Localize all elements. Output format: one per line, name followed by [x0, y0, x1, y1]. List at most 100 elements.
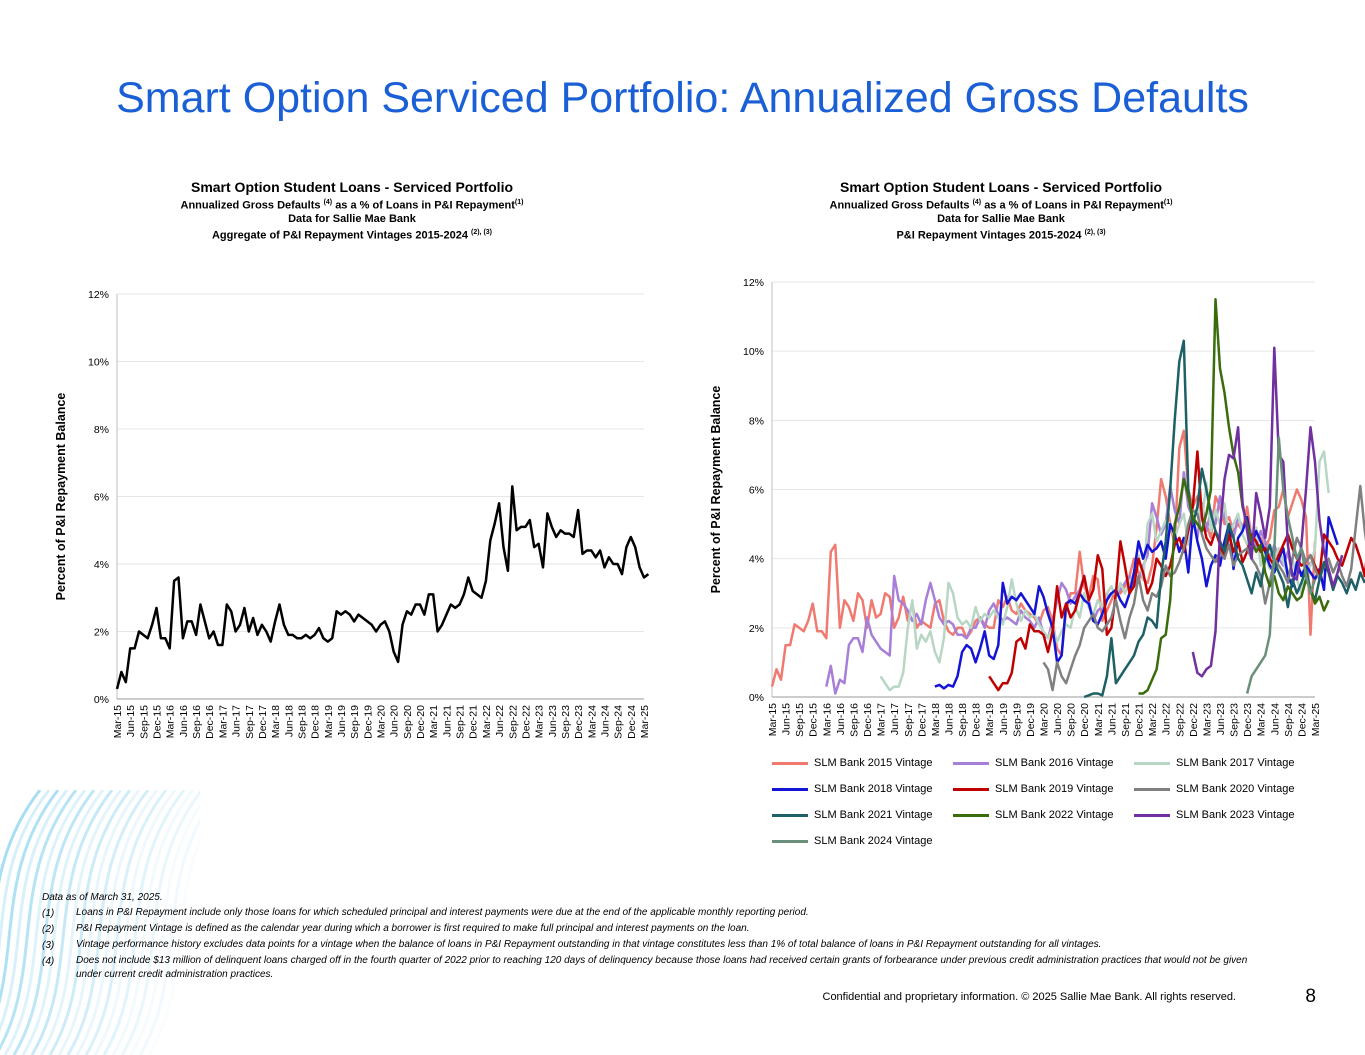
- wave-stroke: [129, 802, 200, 1055]
- footnote-number: (2): [42, 924, 55, 935]
- legend-item: SLM Bank 2018 Vintage: [772, 783, 932, 795]
- decorative-wave-pattern: [0, 790, 200, 1055]
- wave-stroke: [30, 790, 114, 1055]
- x-tick-label: Sep-18: [296, 705, 308, 739]
- y-tick-label: 6%: [749, 485, 764, 497]
- left-chart-line4-sup: (2), (3): [471, 228, 492, 236]
- y-tick-label: 12%: [743, 277, 764, 289]
- x-tick-label: Sep-24: [613, 705, 625, 739]
- x-tick-label: Dec-23: [1242, 703, 1254, 737]
- x-tick-label: Jun-19: [998, 703, 1010, 735]
- x-tick-label: Dec-22: [520, 705, 532, 739]
- right-chart-title: Smart Option Student Loans - Serviced Po…: [839, 179, 1163, 195]
- x-tick-label: Mar-25: [1310, 703, 1322, 736]
- x-tick-label: Jun-17: [231, 705, 243, 737]
- left-chart-line4-text: Aggregate of P&I Repayment Vintages 2015…: [211, 229, 468, 242]
- x-tick-label: Dec-16: [204, 705, 216, 739]
- legend-label: SLM Bank 2019 Vintage: [995, 783, 1114, 795]
- footnote-text: Vintage performance history excludes dat…: [76, 939, 1102, 950]
- notes-asof: Data as of March 31, 2025.: [42, 892, 163, 903]
- x-tick-label: Jun-18: [943, 703, 955, 735]
- series-line-slm-bank-2017-vintage: [879, 450, 1330, 692]
- wave-stroke: [21, 790, 105, 1055]
- wave-stroke: [102, 790, 186, 1055]
- footnote-text: Loans in P&I Repayment include only thos…: [76, 907, 809, 918]
- footnote-4: (4) Does not include $13 million of deli…: [42, 954, 1272, 982]
- wave-stroke: [75, 790, 159, 1055]
- legend-label: SLM Bank 2022 Vintage: [995, 809, 1114, 821]
- x-tick-label: Mar-22: [1147, 703, 1159, 736]
- confidentiality-footer: Confidential and proprietary information…: [822, 991, 1237, 1003]
- right-line-chart: 0% 2% 4% 6% 8% 10% 12% Mar-15 Jun-15 Sep-15 Dec-15…: [709, 277, 1365, 737]
- legend-item: SLM Bank 2017 Vintage: [1134, 757, 1294, 769]
- series-line-slm-bank-2024-vintage: [1245, 436, 1317, 694]
- wave-stroke: [138, 817, 200, 1055]
- x-tick-label: Jun-18: [283, 705, 295, 737]
- x-tick-label: Mar-16: [821, 703, 833, 736]
- x-tick-label: Mar-24: [586, 705, 598, 738]
- x-tick-label: Jun-22: [494, 705, 506, 737]
- y-tick-label: 12%: [88, 289, 109, 301]
- x-tick-label: Mar-16: [165, 705, 177, 738]
- right-chart-line4-text: P&I Repayment Vintages 2015-2024: [896, 229, 1082, 242]
- x-tick-label: Jun-19: [336, 705, 348, 737]
- x-tick-label: Jun-20: [389, 705, 401, 737]
- x-tick-label: Sep-17: [244, 705, 256, 739]
- left-chart-header: Smart Option Student Loans - Serviced Po…: [92, 179, 612, 242]
- legend-label: SLM Bank 2018 Vintage: [814, 783, 933, 795]
- wave-stroke: [93, 790, 177, 1055]
- legend-item: SLM Bank 2024 Vintage: [772, 835, 932, 847]
- x-tick-label: Jun-15: [125, 705, 137, 737]
- x-tick-label: Jun-20: [1052, 703, 1064, 735]
- legend-swatch: [772, 761, 808, 765]
- x-tick-label: Sep-18: [957, 703, 969, 737]
- x-tick-label: Sep-15: [794, 703, 806, 737]
- footnotes: Data as of March 31, 2025. (1) Loans in …: [42, 890, 1272, 982]
- right-chart-header: Smart Option Student Loans - Serviced Po…: [741, 179, 1261, 242]
- x-tick-label: Sep-22: [507, 705, 519, 739]
- legend-label: SLM Bank 2021 Vintage: [814, 809, 933, 821]
- x-tick-label: Sep-19: [349, 705, 361, 739]
- x-tick-label: Sep-21: [455, 705, 467, 739]
- wave-stroke: [12, 790, 96, 1055]
- x-tick-label: Sep-23: [560, 705, 572, 739]
- wave-stroke: [3, 790, 87, 1055]
- x-tick-label: Sep-23: [1229, 703, 1241, 737]
- x-tick-label: Sep-22: [1174, 703, 1186, 737]
- x-tick-label: Dec-20: [415, 705, 427, 739]
- legend-label: SLM Bank 2023 Vintage: [1176, 809, 1295, 821]
- footnote-2: (2) P&I Repayment Vintage is defined as …: [42, 922, 1272, 938]
- right-chart-subtitle: Annualized Gross Defaults (4) as a % of …: [741, 196, 1261, 213]
- legend-swatch: [1134, 761, 1170, 765]
- x-tick-label: Jun-17: [889, 703, 901, 735]
- y-tick-label: 0%: [94, 694, 109, 706]
- right-chart-subtitle-sup1: (4): [972, 199, 982, 206]
- y-tick-label: 10%: [88, 357, 109, 369]
- x-tick-label: Jun-24: [1269, 703, 1281, 735]
- series-line-slm-bank-2021-vintage: [1083, 339, 1365, 699]
- x-tick-label: Mar-22: [481, 705, 493, 738]
- legend-swatch: [953, 787, 989, 791]
- right-chart-subtitle-sup2: (1): [1163, 199, 1173, 206]
- footnote-text: Does not include $13 million of delinque…: [76, 955, 1248, 980]
- right-chart-line4-sup: (2), (3): [1084, 228, 1106, 236]
- wave-stroke: [0, 790, 69, 1032]
- y-tick-label: 4%: [94, 559, 109, 571]
- y-tick-label: 10%: [743, 346, 764, 358]
- left-chart-subtitle-sup2: (1): [514, 199, 524, 206]
- x-tick-label: Mar-17: [876, 703, 888, 736]
- footnote-number: (4): [42, 956, 55, 967]
- x-tick-label: Sep-21: [1120, 703, 1132, 737]
- x-tick-label: Dec-24: [1296, 703, 1308, 737]
- x-tick-label: Sep-17: [903, 703, 915, 737]
- legend-label: SLM Bank 2017 Vintage: [1176, 757, 1295, 769]
- x-tick-label: Jun-22: [1161, 703, 1173, 735]
- x-tick-label: Jun-21: [441, 705, 453, 737]
- x-tick-label: Dec-18: [310, 705, 322, 739]
- x-tick-label: Mar-19: [323, 705, 335, 738]
- legend-label: SLM Bank 2016 Vintage: [995, 757, 1114, 769]
- x-tick-label: Sep-19: [1011, 703, 1023, 737]
- y-tick-label: 8%: [94, 424, 109, 436]
- page-title: Smart Option Serviced Portfolio: Annuali…: [116, 74, 1249, 122]
- wave-stroke: [66, 790, 150, 1055]
